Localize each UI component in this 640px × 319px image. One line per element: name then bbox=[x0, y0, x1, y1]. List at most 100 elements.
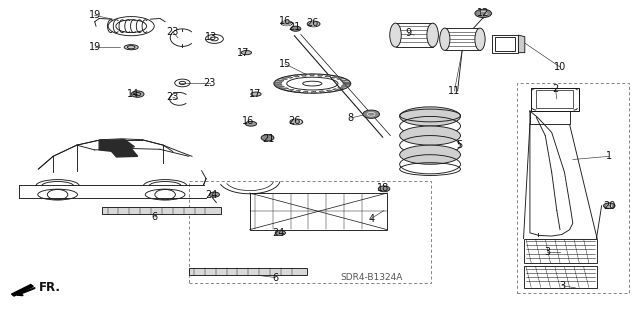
Ellipse shape bbox=[427, 23, 438, 47]
Polygon shape bbox=[286, 89, 294, 91]
Text: 9: 9 bbox=[405, 28, 412, 39]
Text: 23: 23 bbox=[166, 27, 179, 37]
Text: 21: 21 bbox=[288, 22, 301, 32]
Polygon shape bbox=[325, 75, 332, 77]
Text: 6: 6 bbox=[152, 212, 158, 222]
Text: 18: 18 bbox=[376, 183, 389, 193]
Bar bbox=[189, 181, 431, 283]
Text: SDR4-B1324A: SDR4-B1324A bbox=[340, 273, 403, 282]
Text: 26: 26 bbox=[288, 116, 301, 126]
Circle shape bbox=[209, 192, 220, 197]
Text: 6: 6 bbox=[272, 272, 278, 283]
Text: 5: 5 bbox=[456, 140, 463, 150]
Text: 21: 21 bbox=[262, 134, 275, 144]
Ellipse shape bbox=[400, 145, 461, 164]
Text: 19: 19 bbox=[88, 42, 101, 52]
Text: 11: 11 bbox=[448, 86, 461, 96]
Text: 17: 17 bbox=[248, 89, 261, 99]
Text: 10: 10 bbox=[554, 62, 566, 72]
Ellipse shape bbox=[307, 21, 320, 27]
Polygon shape bbox=[332, 76, 339, 78]
Polygon shape bbox=[342, 82, 351, 83]
Ellipse shape bbox=[400, 107, 461, 126]
Polygon shape bbox=[274, 84, 282, 85]
Text: 24: 24 bbox=[205, 189, 218, 200]
Text: 15: 15 bbox=[278, 59, 291, 69]
Text: 1: 1 bbox=[606, 151, 612, 161]
Text: 16: 16 bbox=[278, 16, 291, 26]
Bar bbox=[524, 266, 597, 288]
Polygon shape bbox=[337, 78, 345, 80]
Polygon shape bbox=[319, 91, 326, 93]
Bar bbox=[517, 83, 629, 293]
Polygon shape bbox=[12, 285, 33, 296]
Text: 20: 20 bbox=[603, 201, 616, 211]
Polygon shape bbox=[300, 74, 307, 76]
Ellipse shape bbox=[245, 121, 257, 126]
Polygon shape bbox=[312, 91, 316, 93]
Text: 24: 24 bbox=[272, 228, 285, 238]
Ellipse shape bbox=[475, 28, 485, 50]
Polygon shape bbox=[332, 89, 341, 91]
Text: 23: 23 bbox=[166, 92, 179, 102]
Ellipse shape bbox=[281, 21, 292, 26]
Ellipse shape bbox=[124, 45, 138, 50]
Text: 12: 12 bbox=[477, 8, 490, 18]
Circle shape bbox=[131, 91, 144, 97]
Polygon shape bbox=[341, 85, 349, 87]
Text: 17: 17 bbox=[237, 48, 250, 58]
Text: 19: 19 bbox=[88, 10, 101, 20]
Polygon shape bbox=[276, 86, 285, 88]
Bar bbox=[495, 37, 515, 51]
Bar bbox=[396, 23, 433, 47]
Bar bbox=[536, 90, 573, 108]
Polygon shape bbox=[280, 88, 289, 90]
Polygon shape bbox=[343, 84, 351, 85]
Ellipse shape bbox=[440, 28, 450, 50]
Text: 13: 13 bbox=[205, 32, 218, 42]
Text: 14: 14 bbox=[127, 89, 140, 99]
Text: 2: 2 bbox=[552, 84, 559, 94]
Circle shape bbox=[378, 186, 390, 192]
Polygon shape bbox=[317, 74, 324, 76]
Text: 3: 3 bbox=[559, 280, 565, 291]
Bar bbox=[102, 207, 221, 214]
Polygon shape bbox=[337, 87, 346, 89]
Circle shape bbox=[261, 135, 274, 141]
Polygon shape bbox=[109, 148, 138, 157]
Text: 4: 4 bbox=[368, 213, 374, 224]
Bar bbox=[492, 35, 518, 53]
Circle shape bbox=[475, 9, 492, 18]
Ellipse shape bbox=[290, 119, 303, 125]
Circle shape bbox=[363, 110, 380, 118]
Circle shape bbox=[275, 230, 285, 235]
Text: 3: 3 bbox=[544, 247, 550, 257]
Polygon shape bbox=[274, 82, 282, 83]
Ellipse shape bbox=[400, 126, 461, 145]
Polygon shape bbox=[99, 140, 134, 152]
Polygon shape bbox=[326, 90, 334, 92]
Polygon shape bbox=[279, 78, 288, 80]
Text: 16: 16 bbox=[242, 116, 255, 126]
Bar bbox=[250, 193, 387, 230]
Bar bbox=[531, 88, 579, 111]
Text: 8: 8 bbox=[348, 113, 354, 123]
Bar bbox=[189, 268, 307, 275]
Polygon shape bbox=[302, 91, 308, 93]
Circle shape bbox=[291, 26, 301, 31]
Polygon shape bbox=[285, 76, 293, 78]
Bar bbox=[524, 239, 597, 263]
Ellipse shape bbox=[251, 92, 261, 96]
Text: 23: 23 bbox=[204, 78, 216, 88]
Polygon shape bbox=[292, 75, 300, 77]
Text: FR.: FR. bbox=[39, 281, 61, 294]
Bar bbox=[530, 111, 570, 124]
Polygon shape bbox=[294, 90, 301, 93]
Ellipse shape bbox=[241, 50, 252, 55]
Polygon shape bbox=[310, 74, 314, 76]
Polygon shape bbox=[518, 35, 525, 53]
Ellipse shape bbox=[390, 23, 401, 47]
Circle shape bbox=[604, 203, 615, 209]
Text: 26: 26 bbox=[306, 18, 319, 28]
Polygon shape bbox=[275, 80, 284, 81]
